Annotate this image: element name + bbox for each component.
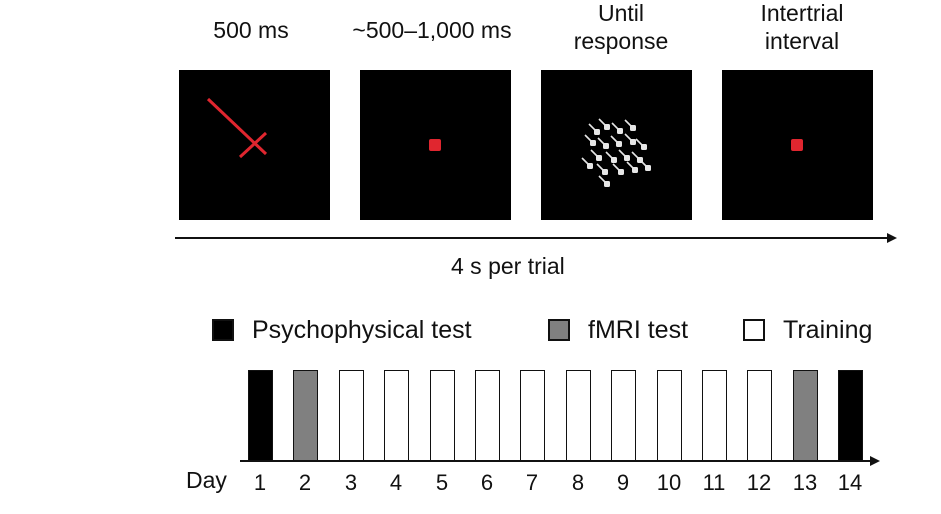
day-number-7: 7 [525,470,539,495]
day-number-5: 5 [435,470,449,495]
motion-dot [612,163,624,175]
day-number-4: 4 [389,470,403,495]
motion-dot [590,149,602,161]
day-number-6: 6 [480,470,494,495]
day-bar-5 [430,370,455,461]
stimulus-panel-motion [541,70,692,220]
legend-fmri: fMRI test [548,314,688,346]
day-number-11: 11 [702,470,726,495]
day-bar-10 [657,370,682,461]
stimulus-panel-fixation [360,70,511,220]
legend-swatch-psychophysical [212,319,234,341]
day-number-12: 12 [746,470,772,495]
day-bar-4 [384,370,409,461]
day-bar-2 [293,370,318,461]
timeline-arrow [175,233,897,243]
motion-dot [624,119,636,131]
legend-label-psychophysical: Psychophysical test [252,315,472,344]
day-number-2: 2 [298,470,312,495]
stage-label-2: ~500–1,000 ms [352,17,512,43]
stimulus-panel-cue [179,70,330,220]
motion-dot [635,138,647,150]
legend-swatch-fmri [548,319,570,341]
motion-dot [618,149,630,161]
day-number-14: 14 [837,470,863,495]
motion-dot [588,123,600,135]
motion-dot [624,133,636,145]
day-number-9: 9 [616,470,630,495]
day-number-3: 3 [344,470,358,495]
day-bar-9 [611,370,636,461]
day-number-1: 1 [253,470,267,495]
stage-label-3: Until response [573,0,669,54]
motion-dot [611,122,623,134]
day-axis-label: Day [186,467,227,493]
motion-dot [639,159,651,171]
stimulus-panel-iti [722,70,873,220]
day-bar-12 [747,370,772,461]
motion-dot [605,151,617,163]
cue-line-long [206,97,268,156]
motion-dot [597,137,609,149]
day-axis-arrow [240,456,880,466]
motion-dot [584,134,596,146]
day-bar-11 [702,370,727,461]
day-number-13: 13 [792,470,818,495]
timeline-label: 4 s per trial [451,253,565,279]
legend-label-fmri: fMRI test [588,315,689,344]
stage-label-4: Intertrial interval [760,0,844,54]
motion-dot [596,163,608,175]
day-number-10: 10 [656,470,682,495]
motion-dot [610,135,622,147]
motion-dot [598,118,610,130]
motion-dot [598,175,610,187]
motion-dot [581,157,593,169]
cue-line-short [238,131,268,159]
legend-psychophysical: Psychophysical test [212,314,472,346]
day-number-8: 8 [571,470,585,495]
day-bar-7 [520,370,545,461]
iti-fixation-dot [791,139,803,151]
day-bar-8 [566,370,591,461]
legend-swatch-training [743,319,765,341]
legend-training: Training [743,314,872,346]
motion-dot [626,161,638,173]
legend-label-training: Training [783,315,873,344]
day-bar-1 [248,370,273,461]
fixation-dot [429,139,441,151]
day-bar-14 [838,370,863,461]
day-bar-6 [475,370,500,461]
stage-label-1: 500 ms [213,17,289,43]
day-bar-13 [793,370,818,461]
day-bar-3 [339,370,364,461]
